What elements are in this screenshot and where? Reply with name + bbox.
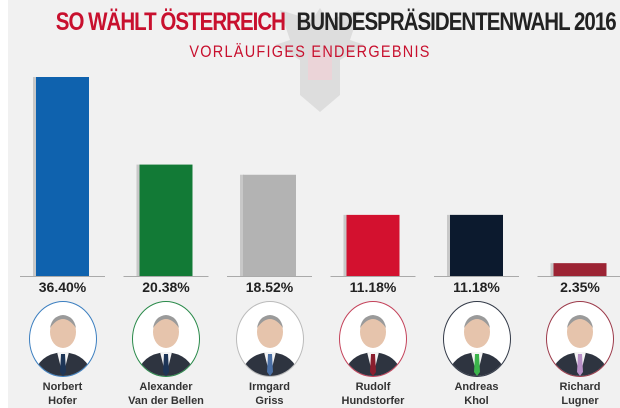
bar xyxy=(450,214,503,276)
first-name: Rudolf xyxy=(355,381,391,393)
data-label: 11.18% xyxy=(350,279,397,295)
candidate-photo xyxy=(132,301,200,377)
bar-shadow xyxy=(240,174,244,276)
first-name: Richard xyxy=(559,381,601,393)
first-name: Norbert xyxy=(42,381,83,393)
bar-shadow xyxy=(343,214,348,276)
bar xyxy=(243,174,296,276)
bar-shadow xyxy=(550,263,555,276)
candidate-name: Alexander Van der Bellen xyxy=(114,380,218,408)
data-label: 36.40% xyxy=(39,279,87,295)
data-label: 18.52% xyxy=(246,279,294,295)
bar xyxy=(553,263,607,276)
title-dark: BUNDESPRÄSIDENTENWAHL 2016 xyxy=(296,8,616,36)
bar-shadow xyxy=(447,214,451,276)
candidate-photo xyxy=(28,301,97,377)
candidate-name: Andreas Khol xyxy=(425,380,529,408)
candidate-name: Norbert Hofer xyxy=(11,380,115,408)
data-label: 20.38% xyxy=(142,279,190,295)
last-name: Lugner xyxy=(561,395,599,407)
chart-subtitle: VORLÄUFIGES ENDERGEBNIS xyxy=(189,42,431,61)
data-label: 11.18% xyxy=(453,279,500,295)
title-red: SO WÄHLT ÖSTERREICH xyxy=(55,8,286,36)
candidate-name: Richard Lugner xyxy=(528,380,620,408)
chart-title: SO WÄHLT ÖSTERREICH BUNDESPRÄSIDENTENWAHL… xyxy=(55,8,617,37)
last-name: Hofer xyxy=(48,395,77,407)
bar xyxy=(139,164,193,276)
candidate-photo xyxy=(546,301,614,377)
bar-shadow xyxy=(136,164,141,276)
last-name: Hundstorfer xyxy=(341,395,405,407)
austrian-eagle-watermark xyxy=(275,8,365,112)
bar xyxy=(36,77,89,276)
data-label: 2.35% xyxy=(560,279,600,295)
first-name: Alexander xyxy=(139,381,193,393)
first-name: Andreas xyxy=(454,381,499,393)
candidate-name: Irmgard Griss xyxy=(218,380,322,408)
chart-panel xyxy=(8,0,620,408)
candidate-name: Rudolf Hundstorfer xyxy=(321,380,425,408)
last-name: Van der Bellen xyxy=(128,395,204,407)
last-name: Griss xyxy=(255,395,284,407)
last-name: Khol xyxy=(464,395,489,407)
bar xyxy=(346,214,400,276)
bar-shadow xyxy=(33,77,37,276)
candidate-photo xyxy=(442,301,511,377)
candidate-photo xyxy=(339,301,407,377)
first-name: Irmgard xyxy=(249,381,290,393)
candidate-photo xyxy=(235,301,304,377)
